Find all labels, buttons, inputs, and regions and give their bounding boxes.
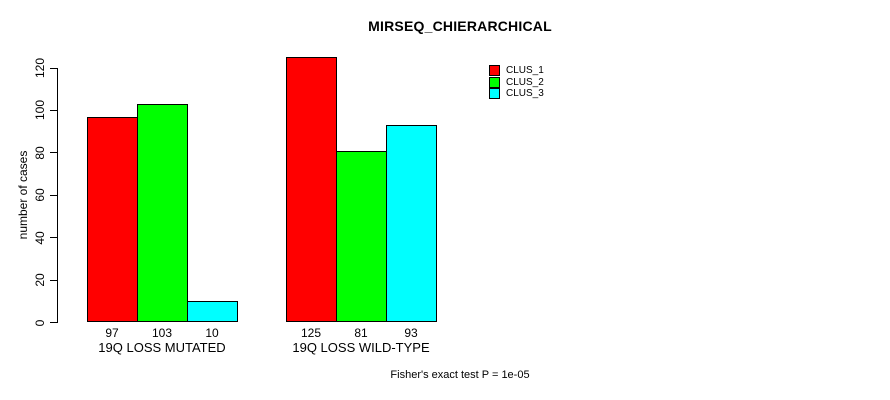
legend-label: CLUS_1 bbox=[506, 65, 544, 77]
y-axis-tick bbox=[50, 152, 57, 154]
bar-clus-1 bbox=[286, 57, 337, 323]
legend-swatch bbox=[489, 88, 500, 100]
y-axis-tick bbox=[50, 67, 57, 69]
annotation-text: Fisher's exact test P = 1e-05 bbox=[390, 369, 530, 381]
y-axis-tick bbox=[50, 194, 57, 196]
y-axis-tick bbox=[50, 322, 57, 323]
legend-row: CLUS_1 bbox=[489, 65, 544, 77]
bar-value-label: 93 bbox=[404, 326, 418, 340]
bar-value-label: 103 bbox=[151, 326, 173, 340]
y-axis-tick bbox=[50, 109, 57, 111]
bar-clus-1 bbox=[87, 116, 138, 323]
x-category-label: 19Q LOSS WILD-TYPE bbox=[292, 340, 430, 355]
x-category-label: 19Q LOSS MUTATED bbox=[98, 340, 226, 355]
y-axis-line bbox=[57, 68, 58, 323]
bar-value-label: 97 bbox=[105, 326, 119, 340]
legend-row: CLUS_3 bbox=[489, 88, 544, 100]
legend-label: CLUS_2 bbox=[506, 76, 544, 88]
bar-value-label: 81 bbox=[354, 326, 368, 340]
y-tick-label: 80 bbox=[33, 146, 47, 160]
y-tick-label: 60 bbox=[33, 188, 47, 202]
y-axis-title: number of cases bbox=[16, 150, 30, 240]
legend-swatch bbox=[489, 76, 500, 88]
y-axis-tick bbox=[50, 237, 57, 239]
bar-clus-3 bbox=[187, 301, 238, 323]
bar-value-label: 125 bbox=[300, 326, 322, 340]
y-tick-label: 120 bbox=[33, 57, 47, 79]
legend-row: CLUS_2 bbox=[489, 76, 544, 89]
legend-swatch bbox=[489, 65, 500, 77]
y-tick-label: 20 bbox=[33, 273, 47, 287]
y-tick-label: 0 bbox=[33, 319, 47, 326]
bar-clus-2 bbox=[137, 104, 188, 323]
chart-title: MIRSEQ_CHIERARCHICAL bbox=[368, 18, 552, 34]
y-tick-label: 100 bbox=[33, 100, 47, 121]
legend-label: CLUS_3 bbox=[506, 88, 544, 100]
y-axis-tick bbox=[50, 279, 57, 281]
bar-clus-2 bbox=[336, 150, 387, 323]
bar-value-label: 10 bbox=[205, 326, 219, 340]
legend: CLUS_1 CLUS_2 CLUS_3 bbox=[489, 65, 544, 100]
y-tick-label: 40 bbox=[33, 230, 47, 245]
bar-clus-3 bbox=[386, 125, 437, 323]
